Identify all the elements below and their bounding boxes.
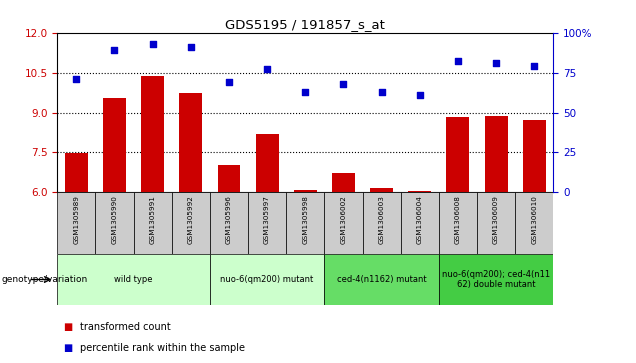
Text: ■: ■	[64, 322, 76, 332]
Point	[377, 89, 387, 95]
Bar	[210, 192, 248, 254]
Bar	[218, 165, 240, 192]
Point	[300, 89, 310, 95]
Bar	[363, 192, 401, 254]
Bar	[523, 120, 546, 192]
Bar	[95, 192, 134, 254]
Point	[186, 44, 196, 50]
Bar	[57, 192, 95, 254]
Point	[109, 47, 120, 53]
Point	[453, 58, 463, 64]
Bar	[294, 190, 317, 192]
Text: GSM1305990: GSM1305990	[111, 195, 118, 244]
Point	[262, 66, 272, 72]
Text: transformed count: transformed count	[80, 322, 170, 332]
Bar	[210, 254, 324, 305]
Bar	[439, 254, 553, 305]
Text: GSM1305989: GSM1305989	[73, 195, 80, 244]
Bar	[179, 93, 202, 192]
Text: nuo-6(qm200) mutant: nuo-6(qm200) mutant	[221, 275, 314, 284]
Point	[529, 63, 539, 69]
Text: ced-4(n1162) mutant: ced-4(n1162) mutant	[337, 275, 426, 284]
Bar	[485, 116, 508, 192]
Bar	[370, 188, 393, 192]
Bar	[408, 191, 431, 192]
Text: GSM1306003: GSM1306003	[378, 195, 385, 244]
Text: GSM1306008: GSM1306008	[455, 195, 461, 244]
Text: nuo-6(qm200); ced-4(n11
62) double mutant: nuo-6(qm200); ced-4(n11 62) double mutan…	[442, 270, 550, 289]
Text: GSM1306010: GSM1306010	[531, 195, 537, 244]
Text: GSM1305996: GSM1305996	[226, 195, 232, 244]
Point	[71, 76, 81, 82]
Title: GDS5195 / 191857_s_at: GDS5195 / 191857_s_at	[225, 19, 385, 32]
Bar	[332, 173, 355, 192]
Bar	[134, 192, 172, 254]
Bar	[439, 192, 477, 254]
Point	[148, 41, 158, 47]
Point	[224, 79, 234, 85]
Text: GSM1305992: GSM1305992	[188, 195, 194, 244]
Bar	[477, 192, 515, 254]
Text: GSM1306002: GSM1306002	[340, 195, 347, 244]
Text: ■: ■	[64, 343, 76, 354]
Point	[338, 81, 349, 87]
Bar	[515, 192, 553, 254]
Text: GSM1305997: GSM1305997	[264, 195, 270, 244]
Text: wild type: wild type	[114, 275, 153, 284]
Bar	[256, 134, 279, 192]
Text: GSM1305991: GSM1305991	[149, 195, 156, 244]
Text: GSM1306004: GSM1306004	[417, 195, 423, 244]
Bar	[446, 117, 469, 192]
Point	[415, 92, 425, 98]
Text: percentile rank within the sample: percentile rank within the sample	[80, 343, 244, 354]
Bar	[324, 254, 439, 305]
Text: GSM1305998: GSM1305998	[302, 195, 308, 244]
Bar	[103, 98, 126, 192]
Bar	[324, 192, 363, 254]
Bar	[57, 254, 210, 305]
Bar	[172, 192, 210, 254]
Bar	[65, 153, 88, 192]
Text: GSM1306009: GSM1306009	[493, 195, 499, 244]
Bar	[248, 192, 286, 254]
Point	[491, 60, 501, 66]
Bar	[401, 192, 439, 254]
Text: genotype/variation: genotype/variation	[1, 275, 88, 284]
Bar	[286, 192, 324, 254]
Bar	[141, 76, 164, 192]
